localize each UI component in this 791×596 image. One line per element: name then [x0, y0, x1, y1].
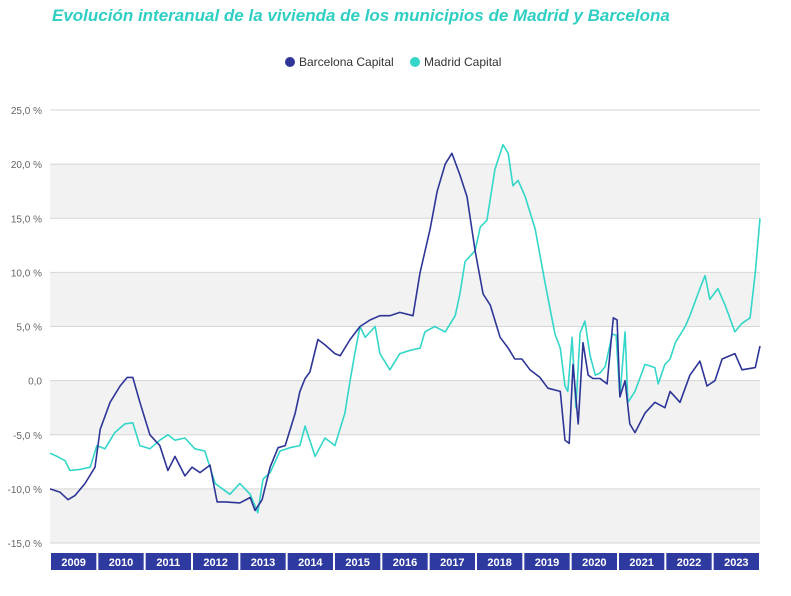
legend-marker	[285, 57, 295, 67]
x-tick-label: 2010	[109, 557, 133, 569]
x-tick-label: 2013	[251, 557, 275, 569]
year-box	[287, 553, 333, 570]
year-box	[98, 553, 144, 570]
y-tick-label: 10,0 %	[11, 268, 42, 279]
x-tick-label: 2014	[298, 557, 323, 569]
y-tick-label: -10,0 %	[8, 485, 43, 496]
x-tick-label: 2016	[393, 557, 417, 569]
series-line-madrid-capital	[49, 143, 761, 514]
x-tick-label: 2015	[345, 557, 369, 569]
year-box	[477, 553, 523, 570]
legend-marker	[410, 57, 420, 67]
year-box	[240, 553, 286, 570]
legend-label: Barcelona Capital	[299, 55, 394, 69]
grid-band	[50, 488, 760, 543]
x-tick-label: 2012	[203, 557, 227, 569]
legend-label: Madrid Capital	[424, 55, 501, 69]
year-box	[51, 553, 97, 570]
x-tick-label: 2009	[61, 557, 85, 569]
y-tick-label: 25,0 %	[11, 106, 42, 117]
y-tick-label: 20,0 %	[11, 160, 42, 171]
year-box	[145, 553, 191, 570]
year-box	[382, 553, 428, 570]
x-tick-label: 2011	[156, 557, 180, 569]
x-tick-label: 2019	[535, 557, 559, 569]
y-tick-label: 15,0 %	[11, 214, 42, 225]
year-box	[619, 553, 665, 570]
x-tick-label: 2017	[440, 557, 464, 569]
year-box	[713, 553, 759, 570]
grid-band	[50, 380, 760, 435]
year-box	[193, 553, 239, 570]
x-tick-label: 2020	[582, 557, 606, 569]
year-box	[335, 553, 381, 570]
year-box	[524, 553, 570, 570]
chart-title: Evolución interanual de la vivienda de l…	[52, 6, 670, 25]
y-tick-label: 0,0	[28, 377, 42, 388]
y-tick-label: -5,0 %	[13, 431, 42, 442]
x-tick-label: 2018	[487, 557, 511, 569]
y-tick-label: -15,0 %	[8, 539, 43, 550]
x-tick-label: 2023	[724, 557, 748, 569]
x-tick-label: 2022	[677, 557, 701, 569]
year-box	[571, 553, 617, 570]
year-box	[429, 553, 475, 570]
year-box	[666, 553, 712, 570]
grid-band	[50, 164, 760, 219]
grid-band	[50, 272, 760, 327]
series-line-barcelona-capital	[49, 152, 761, 512]
y-tick-label: 5,0 %	[16, 323, 42, 334]
x-tick-label: 2021	[629, 557, 653, 569]
